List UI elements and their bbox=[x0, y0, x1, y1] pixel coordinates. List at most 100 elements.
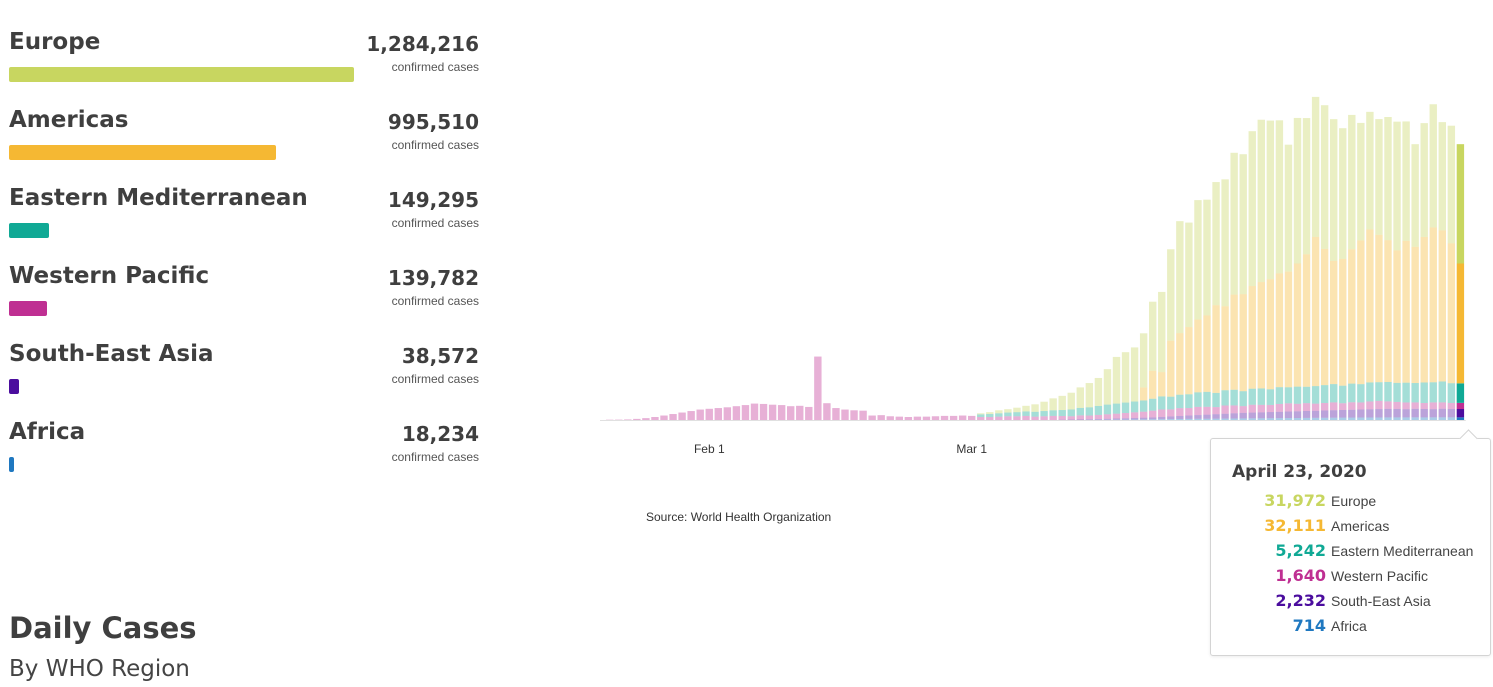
bar-segment-em[interactable] bbox=[995, 413, 1003, 417]
bar-segment-sea[interactable] bbox=[1447, 408, 1456, 418]
bar-segment-africa[interactable] bbox=[1402, 417, 1410, 420]
bar-segment-wp[interactable] bbox=[886, 416, 894, 420]
bar-segment-wp[interactable] bbox=[1067, 416, 1075, 420]
bar-segment-em[interactable] bbox=[1121, 402, 1130, 414]
bar-segment-sea[interactable] bbox=[1320, 410, 1329, 418]
bar-segment-wp[interactable] bbox=[1411, 402, 1419, 409]
bar-segment-wp[interactable] bbox=[732, 406, 741, 420]
bar-segment-americas[interactable] bbox=[1384, 240, 1392, 382]
bar-segment-africa[interactable] bbox=[1429, 417, 1437, 420]
bar-segment-wp[interactable] bbox=[814, 356, 822, 420]
bar-segment-sea[interactable] bbox=[1085, 419, 1094, 420]
bar-segment-em[interactable] bbox=[1275, 387, 1284, 404]
bar-segment-em[interactable] bbox=[1302, 386, 1311, 404]
bar-segment-em[interactable] bbox=[1230, 389, 1238, 406]
bar-segment-em[interactable] bbox=[1031, 411, 1039, 417]
bar-segment-europe[interactable] bbox=[1284, 144, 1293, 272]
bar-segment-wp[interactable] bbox=[1130, 412, 1139, 418]
bar-segment-europe[interactable] bbox=[1176, 221, 1184, 334]
bar-segment-wp[interactable] bbox=[1429, 402, 1437, 410]
bar-segment-wp[interactable] bbox=[1275, 403, 1284, 412]
bar-segment-africa[interactable] bbox=[1311, 417, 1320, 420]
bar-segment-sea[interactable] bbox=[1357, 409, 1365, 418]
bar-segment-europe[interactable] bbox=[1031, 404, 1039, 412]
bar-segment-sea[interactable] bbox=[1257, 412, 1265, 419]
bar-segment-americas[interactable] bbox=[1366, 229, 1374, 383]
bar-segment-wp[interactable] bbox=[1167, 409, 1175, 417]
bar-segment-africa[interactable] bbox=[1139, 419, 1148, 420]
bar-segment-em[interactable] bbox=[1167, 396, 1175, 410]
bar-segment-wp[interactable] bbox=[1348, 402, 1356, 410]
bar-segment-wp[interactable] bbox=[1339, 403, 1347, 410]
bar-segment-americas[interactable] bbox=[1139, 387, 1148, 401]
bar-segment-europe[interactable] bbox=[1384, 117, 1392, 241]
bar-segment-americas[interactable] bbox=[1438, 230, 1446, 382]
bar-segment-europe[interactable] bbox=[1049, 398, 1057, 411]
bar-segment-europe[interactable] bbox=[1085, 383, 1094, 408]
bar-segment-europe[interactable] bbox=[1266, 120, 1275, 280]
bar-segment-europe[interactable] bbox=[1076, 387, 1084, 408]
bar-segment-wp[interactable] bbox=[1284, 403, 1293, 412]
bar-segment-americas[interactable] bbox=[1284, 271, 1293, 388]
region-row[interactable]: Europe 1,284,216 confirmed cases bbox=[9, 29, 479, 108]
bar-segment-wp[interactable] bbox=[1049, 415, 1057, 420]
bar-segment-sea[interactable] bbox=[1149, 417, 1157, 420]
bar-segment-em[interactable] bbox=[1284, 387, 1293, 404]
bar-segment-africa[interactable] bbox=[1130, 419, 1139, 421]
bar-segment-americas[interactable] bbox=[1167, 340, 1175, 397]
bar-segment-sea[interactable] bbox=[1411, 408, 1419, 418]
bar-segment-europe[interactable] bbox=[995, 410, 1003, 414]
bar-segment-wp[interactable] bbox=[624, 419, 632, 421]
bar-segment-wp[interactable] bbox=[931, 416, 940, 420]
bar-segment-em[interactable] bbox=[1429, 382, 1437, 403]
bar-segment-africa[interactable] bbox=[1203, 418, 1211, 420]
bar-segment-europe[interactable] bbox=[1348, 114, 1356, 250]
bar-segment-wp[interactable] bbox=[1085, 415, 1094, 420]
bar-segment-europe[interactable] bbox=[986, 412, 994, 415]
bar-segment-wp[interactable] bbox=[1375, 400, 1383, 410]
region-row[interactable]: South-East Asia 38,572 confirmed cases bbox=[9, 341, 479, 420]
bar-segment-sea[interactable] bbox=[1284, 411, 1293, 419]
bar-segment-wp[interactable] bbox=[1221, 405, 1229, 414]
bar-segment-wp[interactable] bbox=[1311, 403, 1320, 411]
bar-segment-wp[interactable] bbox=[750, 403, 759, 420]
region-row[interactable]: Africa 18,234 confirmed cases bbox=[9, 419, 479, 498]
bar-segment-europe[interactable] bbox=[1420, 123, 1428, 237]
bar-segment-americas[interactable] bbox=[1158, 372, 1166, 397]
bar-segment-wp[interactable] bbox=[1058, 416, 1066, 420]
bar-segment-europe[interactable] bbox=[1257, 119, 1265, 283]
bar-segment-em[interactable] bbox=[1420, 382, 1428, 404]
bar-segment-europe[interactable] bbox=[1022, 405, 1030, 412]
bar-segment-sea[interactable] bbox=[1393, 408, 1401, 418]
bar-segment-sea[interactable] bbox=[1384, 408, 1392, 418]
bar-segment-em[interactable] bbox=[1239, 391, 1247, 407]
bar-segment-wp[interactable] bbox=[913, 416, 922, 420]
bar-segment-wp[interactable] bbox=[1366, 401, 1374, 410]
bar-segment-wp[interactable] bbox=[1293, 403, 1302, 412]
bar-segment-wp[interactable] bbox=[1357, 402, 1365, 410]
bar-segment-europe[interactable] bbox=[1339, 128, 1347, 259]
bar-segment-wp[interactable] bbox=[1158, 409, 1166, 417]
bar-segment-africa[interactable] bbox=[1230, 418, 1238, 420]
bar-segment-africa[interactable] bbox=[1411, 417, 1419, 420]
bar-segment-americas[interactable] bbox=[1221, 306, 1229, 391]
bar-segment-sea[interactable] bbox=[1339, 409, 1347, 418]
bar-segment-wp[interactable] bbox=[1447, 402, 1456, 409]
bar-segment-americas[interactable] bbox=[1456, 263, 1465, 384]
bar-segment-sea[interactable] bbox=[1311, 410, 1320, 418]
bar-segment-americas[interactable] bbox=[1393, 250, 1401, 383]
bar-segment-sea[interactable] bbox=[1185, 415, 1193, 419]
bar-segment-wp[interactable] bbox=[669, 414, 677, 420]
bar-segment-europe[interactable] bbox=[1094, 377, 1103, 406]
bar-segment-wp[interactable] bbox=[796, 405, 804, 420]
bar-segment-africa[interactable] bbox=[1320, 417, 1329, 420]
bar-segment-em[interactable] bbox=[1221, 390, 1229, 406]
bar-segment-americas[interactable] bbox=[1429, 227, 1437, 383]
bar-segment-em[interactable] bbox=[1293, 386, 1302, 404]
bar-segment-americas[interactable] bbox=[1447, 243, 1456, 384]
bar-segment-wp[interactable] bbox=[1393, 401, 1401, 409]
bar-segment-americas[interactable] bbox=[1266, 279, 1275, 390]
bar-segment-wp[interactable] bbox=[633, 418, 641, 420]
bar-segment-em[interactable] bbox=[1176, 394, 1184, 409]
bar-segment-sea[interactable] bbox=[1067, 419, 1075, 421]
